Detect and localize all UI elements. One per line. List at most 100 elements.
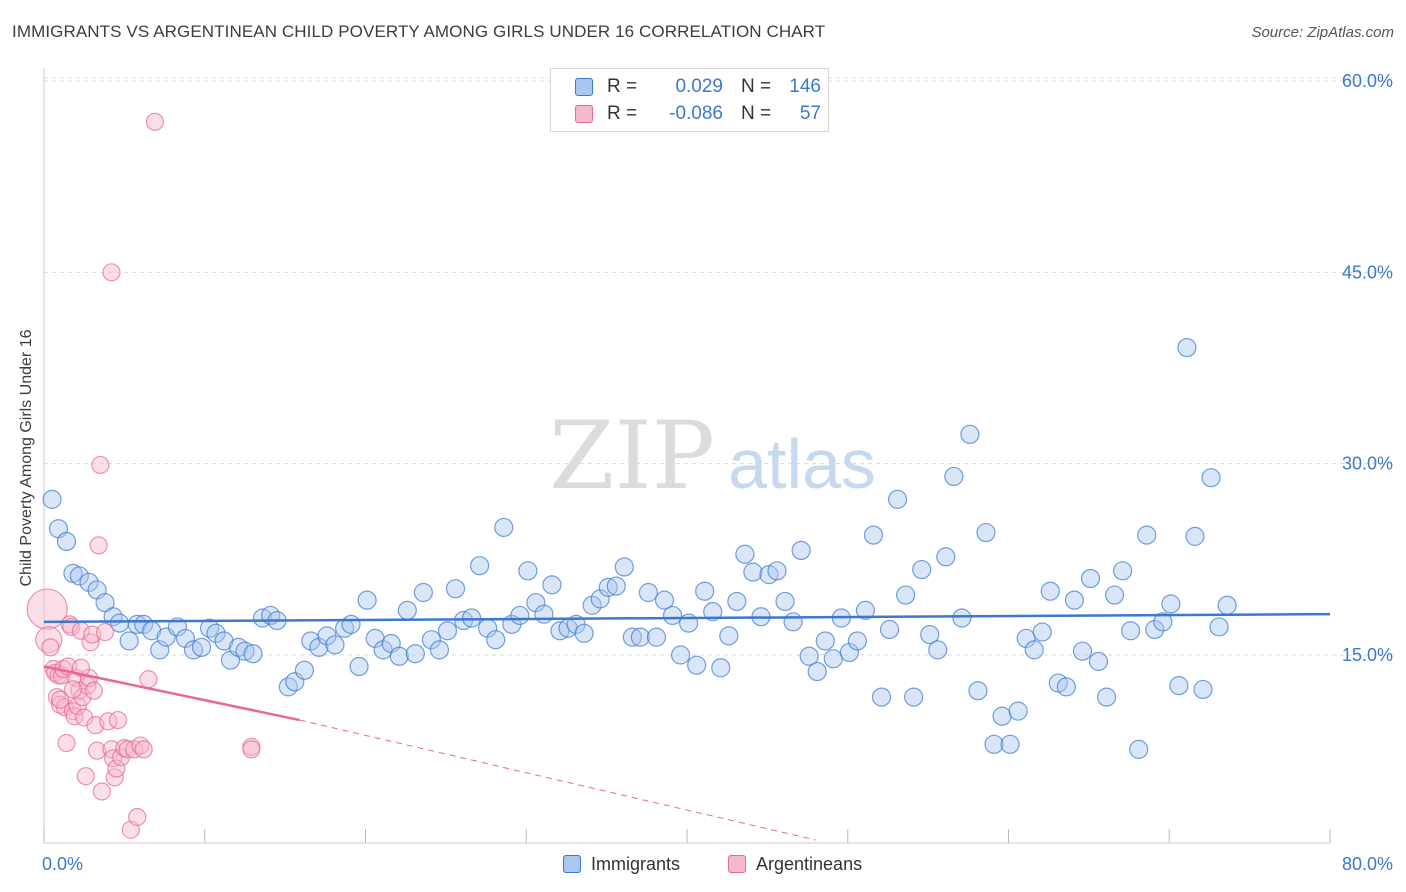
immigrants-point [1104, 585, 1125, 605]
argentineans-point [139, 670, 158, 689]
immigrants-point [494, 517, 514, 538]
immigrants-point [1161, 594, 1181, 614]
argentineans-trend-line [43, 665, 300, 722]
argentineans-point [242, 740, 261, 759]
immigrants-point [1121, 621, 1141, 641]
legend-r-value: 0.029 [675, 76, 723, 97]
immigrants-point [1000, 734, 1020, 754]
immigrants-point [662, 605, 683, 626]
immigrants-point [542, 575, 562, 595]
immigrants-point [69, 566, 89, 586]
stats-legend: R = 0.029 N = 146 R = -0.086 N = 57 [550, 68, 829, 132]
immigrants-point [429, 640, 450, 660]
argentineans-point [76, 767, 95, 786]
immigrants-point [879, 619, 900, 640]
immigrants-point [622, 627, 642, 647]
immigrants-point [1096, 687, 1117, 707]
immigrants-point [630, 627, 650, 647]
immigrants-point [470, 556, 490, 576]
immigrants-point [175, 628, 196, 649]
y-tick-label: 60.0% [1342, 71, 1393, 91]
argentineans-point [57, 733, 76, 753]
argentineans-point [134, 740, 153, 759]
immigrants-point [1064, 590, 1085, 610]
immigrants-point [243, 644, 263, 664]
argentineans-point [41, 638, 60, 657]
argentineans-point [63, 680, 83, 699]
immigrants-point [1193, 679, 1213, 700]
argentineans-points [26, 112, 261, 839]
legend-r-value: -0.086 [669, 103, 723, 124]
x-tick-label: 0.0% [42, 854, 83, 874]
argentineans-point [128, 807, 147, 827]
source-label: Source: ZipAtlas.com [1251, 24, 1394, 41]
immigrants-point [1185, 526, 1205, 546]
immigrants-point [199, 618, 220, 638]
immigrants-point [1024, 640, 1044, 660]
immigrants-point [896, 585, 916, 605]
immigrants-point [783, 612, 803, 632]
argentineans-point [99, 712, 118, 731]
immigrants-point [767, 561, 787, 581]
immigrants-point [1129, 739, 1149, 759]
argentineans-point [91, 455, 110, 475]
immigrants-point [687, 655, 707, 675]
argentineans-point [68, 696, 87, 716]
bottom-legend-immigrants: Immigrants [563, 852, 680, 876]
immigrants-point [1217, 595, 1237, 615]
x-tick-label: 80.0% [1342, 854, 1393, 874]
argentineans-point [65, 707, 84, 726]
argentineans-point [92, 782, 111, 801]
immigrants-point [960, 424, 980, 444]
immigrants-point [1169, 676, 1189, 696]
immigrants-point [1008, 701, 1028, 721]
y-tick-label: 15.0% [1342, 645, 1393, 665]
argentineans-point [26, 588, 68, 630]
argentineans-point [81, 633, 100, 652]
argentineans-point [145, 112, 165, 131]
immigrants-point [1209, 617, 1229, 637]
grid-lines [44, 77, 1392, 656]
immigrants-point [847, 631, 867, 651]
tick-labels: 15.0% 30.0% 45.0% 60.0% 0.0% 80.0% [42, 71, 1393, 874]
immigrants-point [214, 631, 234, 651]
immigrants-point [445, 579, 466, 599]
immigrants-point [944, 466, 964, 487]
watermark: ZIP atlas [549, 402, 876, 511]
immigrants-point [1153, 612, 1173, 632]
immigrants-point [887, 489, 908, 509]
immigrants-point [735, 544, 755, 564]
immigrants-point [775, 591, 795, 612]
argentineans-point [84, 681, 103, 700]
bottom-legend-argentineans: Argentineans [728, 852, 862, 876]
y-tick-label: 30.0% [1342, 454, 1393, 474]
immigrants-point [1088, 651, 1109, 671]
immigrants-point [920, 624, 940, 645]
immigrants-point [309, 637, 329, 657]
immigrants-point [654, 590, 675, 610]
immigrants-point [437, 621, 458, 641]
immigrants-point [510, 605, 530, 626]
immigrants-point [357, 590, 377, 610]
immigrants-point [341, 614, 361, 634]
immigrants-point [397, 600, 417, 620]
y-tick-label: 45.0% [1342, 262, 1393, 282]
immigrants-point [670, 645, 691, 665]
immigrants-point [992, 706, 1012, 726]
immigrants-point [1113, 561, 1133, 581]
argentineans-point [87, 741, 107, 760]
argentineans-trend-extension [299, 719, 816, 841]
legend-row-argentineans: R = -0.086 N = 57 [575, 102, 821, 126]
immigrants-point [325, 635, 345, 655]
immigrants-point [928, 640, 948, 660]
immigrants-point [206, 623, 226, 643]
argentineans-legend-swatch [728, 855, 746, 873]
immigrants-points [42, 337, 1237, 759]
immigrants-point [42, 489, 62, 509]
immigrants-point [912, 559, 932, 580]
immigrants-point [984, 734, 1004, 754]
immigrants-legend-label: Immigrants [591, 853, 681, 874]
immigrants-point [952, 608, 972, 628]
legend-n-label: N = [741, 103, 772, 124]
immigrants-point [590, 589, 610, 609]
